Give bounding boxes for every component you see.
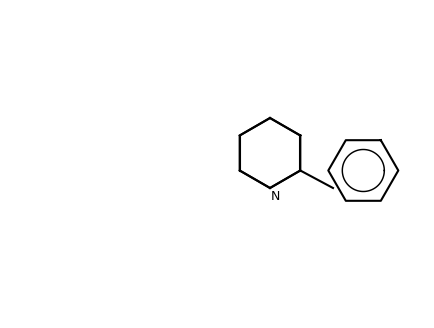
Text: N: N — [270, 190, 279, 202]
